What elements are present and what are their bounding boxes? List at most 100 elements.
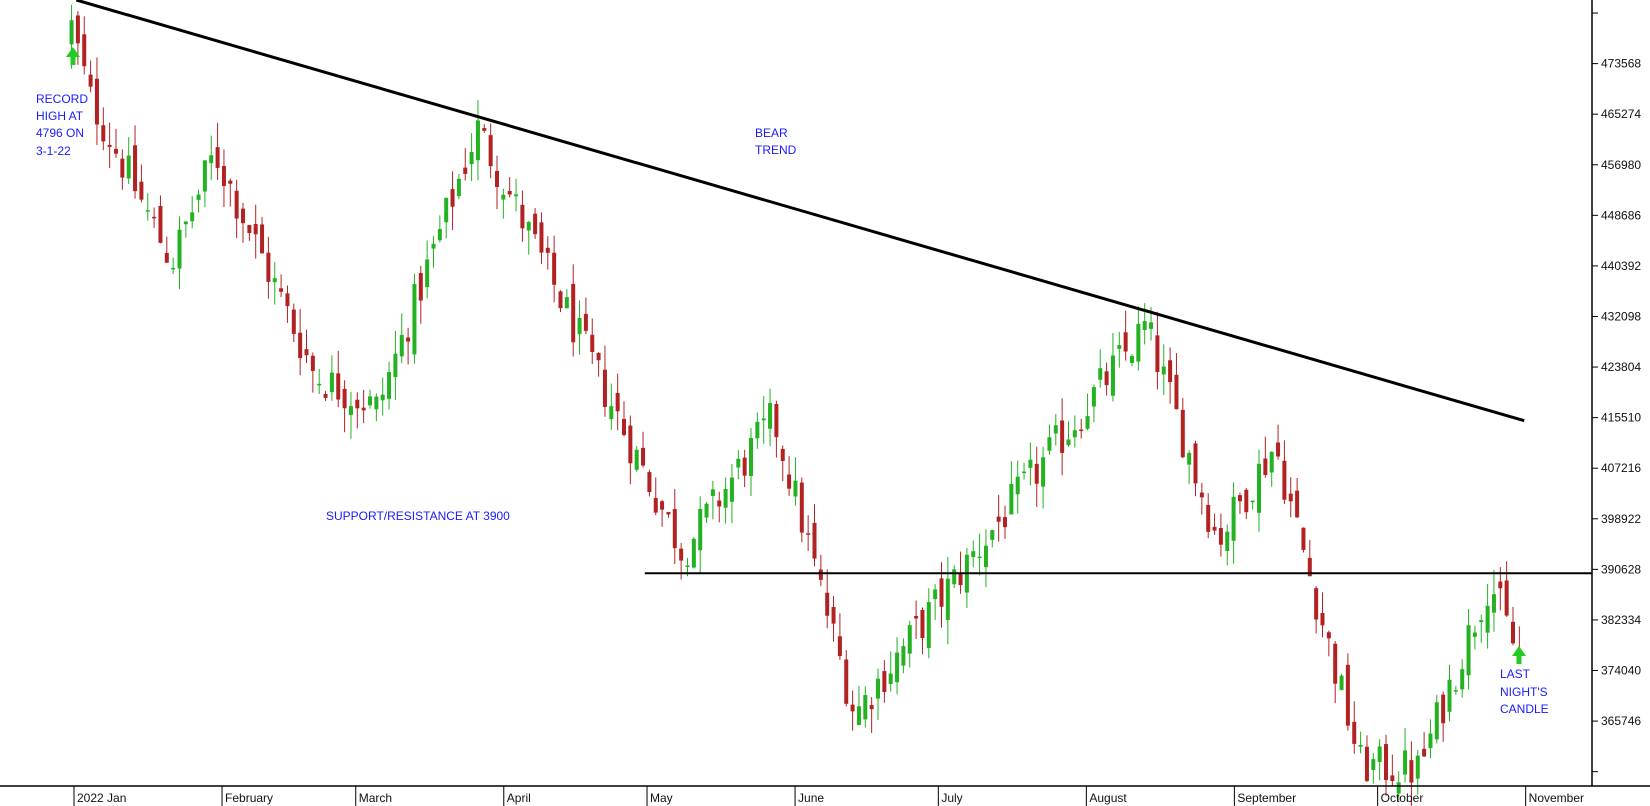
- candle-body: [463, 167, 468, 174]
- candle-body: [660, 501, 665, 510]
- candle-body: [1104, 371, 1109, 386]
- candle-body: [1491, 594, 1496, 613]
- candle-body: [1460, 669, 1465, 690]
- candle-body: [158, 205, 163, 243]
- candle-body: [431, 243, 436, 249]
- candle-body: [285, 293, 290, 307]
- candle-body: [990, 530, 995, 540]
- candle-body: [1149, 322, 1154, 329]
- candle-body: [685, 565, 690, 567]
- candle-body: [710, 489, 715, 496]
- x-tick-label: 2022 Jan: [77, 791, 126, 805]
- candle-body: [1237, 495, 1242, 502]
- candle-body: [615, 392, 620, 412]
- candle-body: [202, 160, 207, 192]
- candle-body: [1345, 664, 1350, 726]
- candle-body: [1117, 345, 1122, 349]
- candle-body: [1479, 620, 1484, 623]
- x-tick-label: November: [1529, 791, 1584, 805]
- candle-body: [1384, 744, 1389, 780]
- x-tick-label: September: [1237, 791, 1296, 805]
- candle-body: [139, 181, 144, 200]
- candle-body: [177, 229, 182, 269]
- candle-body: [1060, 420, 1065, 453]
- candle-body: [196, 194, 201, 200]
- x-tick-label: May: [650, 791, 673, 805]
- y-tick-label: 390628: [1601, 562, 1641, 576]
- candle-body: [501, 194, 506, 200]
- candle-body: [672, 509, 677, 549]
- record-high-arrow-icon: [66, 47, 80, 65]
- candle-body: [1085, 416, 1090, 429]
- candle-body: [336, 373, 341, 400]
- candle-body: [1180, 409, 1185, 458]
- candle-body: [1123, 332, 1128, 352]
- candle-body: [850, 704, 855, 712]
- candle-body: [444, 197, 449, 223]
- candle-body: [1218, 528, 1223, 545]
- candle-body: [863, 695, 868, 720]
- candle-body: [215, 147, 220, 168]
- candle-body: [564, 297, 569, 309]
- candle-body: [164, 252, 169, 263]
- candle-body: [418, 273, 423, 301]
- candle-body: [1504, 580, 1509, 616]
- candle-body: [1295, 490, 1300, 518]
- candle-body: [1244, 489, 1249, 513]
- candle-body: [609, 406, 614, 420]
- candle-body: [101, 125, 106, 142]
- candle-body: [780, 448, 785, 461]
- candle-body: [1231, 496, 1236, 541]
- candle-body: [310, 355, 315, 371]
- candle-body: [571, 283, 576, 343]
- candle-body: [996, 516, 1001, 522]
- candle-body: [907, 625, 912, 654]
- candle-body: [602, 369, 607, 407]
- candle-body: [1396, 782, 1401, 794]
- candle-body: [1142, 321, 1147, 331]
- candle-body: [425, 259, 430, 288]
- candle-body: [971, 551, 976, 558]
- candle-body: [577, 317, 582, 335]
- candle-body: [539, 222, 544, 253]
- candle-body: [399, 334, 404, 357]
- candle-body: [749, 437, 754, 477]
- candle-body: [596, 352, 601, 361]
- candle-body: [247, 225, 252, 233]
- candle-body: [317, 383, 322, 386]
- y-tick-label: 374040: [1601, 664, 1641, 678]
- candle-body: [717, 500, 722, 507]
- candle-body: [1447, 679, 1452, 712]
- candles-group: [69, 4, 1522, 806]
- candle-body: [876, 678, 881, 699]
- candle-body: [1358, 744, 1363, 747]
- candle-body: [558, 291, 563, 309]
- candle-body: [437, 229, 442, 241]
- candle-body: [1314, 588, 1319, 620]
- last-candle-arrow-icon: [1512, 646, 1526, 664]
- candle-body: [1333, 643, 1338, 684]
- candle-body: [107, 144, 112, 147]
- candle-body: [1053, 425, 1058, 434]
- candle-body: [1098, 368, 1103, 380]
- candle-body: [1257, 463, 1262, 513]
- candle-body: [266, 252, 271, 282]
- candle-body: [82, 34, 87, 67]
- lines-group: [75, 0, 1592, 575]
- candle-body: [298, 332, 303, 359]
- candle-body: [761, 418, 766, 421]
- candle-body: [1377, 746, 1382, 763]
- candle-body: [691, 538, 696, 568]
- candle-body: [768, 403, 773, 429]
- candle-body: [1409, 760, 1414, 783]
- candle-body: [755, 421, 760, 439]
- candle-body: [634, 449, 639, 470]
- candle-body: [812, 522, 817, 559]
- candle-body: [75, 15, 80, 44]
- candle-body: [450, 189, 455, 207]
- candle-body: [1136, 323, 1141, 362]
- candle-body: [1441, 694, 1446, 724]
- candle-body: [1028, 459, 1033, 468]
- candle-body: [374, 396, 379, 410]
- candle-body: [774, 403, 779, 438]
